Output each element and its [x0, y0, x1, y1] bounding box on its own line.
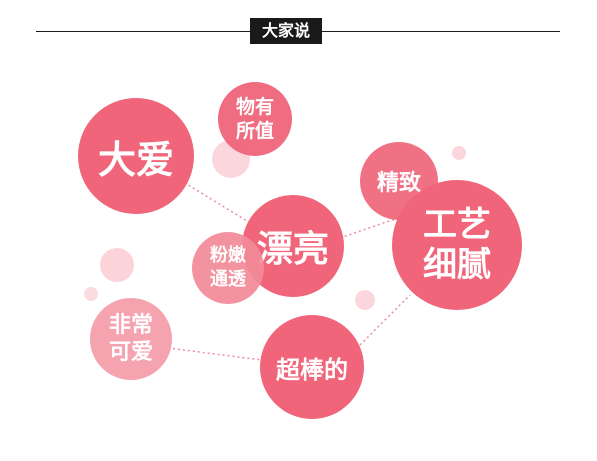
connector-chaobang-gongyi [359, 294, 411, 346]
bubble-piao-liang: 漂亮 [242, 195, 344, 297]
bubble-jing-zhi-label: 精致 [376, 170, 421, 196]
bubble-chao-bang-de: 超棒的 [260, 315, 364, 419]
bubble-fen-nen-tong-tou: 粉嫩 通透 [192, 232, 264, 304]
bubble-fen-nen-tong-tou-label: 粉嫩 通透 [210, 245, 246, 290]
bubble-fei-chang-ke-ai: 非常 可爱 [90, 298, 172, 380]
bubble-jing-zhi: 精致 [360, 142, 438, 220]
decorative-circle [355, 290, 375, 310]
bubble-wu-you-suo-zhi: 物有 所值 [218, 82, 292, 156]
decorative-circle [100, 248, 134, 282]
header-divider-right [322, 31, 560, 32]
bubble-gong-yi-xi-ni-label: 工艺 细腻 [423, 205, 491, 285]
connector-feichang-chaobang [167, 347, 263, 361]
connector-piaoliang-jingzhi [339, 217, 399, 239]
decorative-circle [84, 287, 98, 301]
bubble-piao-liang-label: 漂亮 [256, 228, 329, 270]
connector-daai-piaoliang [179, 179, 266, 233]
bubble-fei-chang-ke-ai-label: 非常 可爱 [108, 312, 153, 365]
header-divider-left [36, 31, 250, 32]
bubble-da-ai-label: 大爱 [97, 136, 174, 182]
bubble-wu-you-suo-zhi-label: 物有 所值 [235, 96, 274, 142]
decorative-circle [452, 146, 466, 160]
bubble-da-ai: 大爱 [78, 98, 194, 214]
bubble-chao-bang-de-label: 超棒的 [276, 354, 348, 384]
section-title: 大家说 [250, 18, 322, 44]
